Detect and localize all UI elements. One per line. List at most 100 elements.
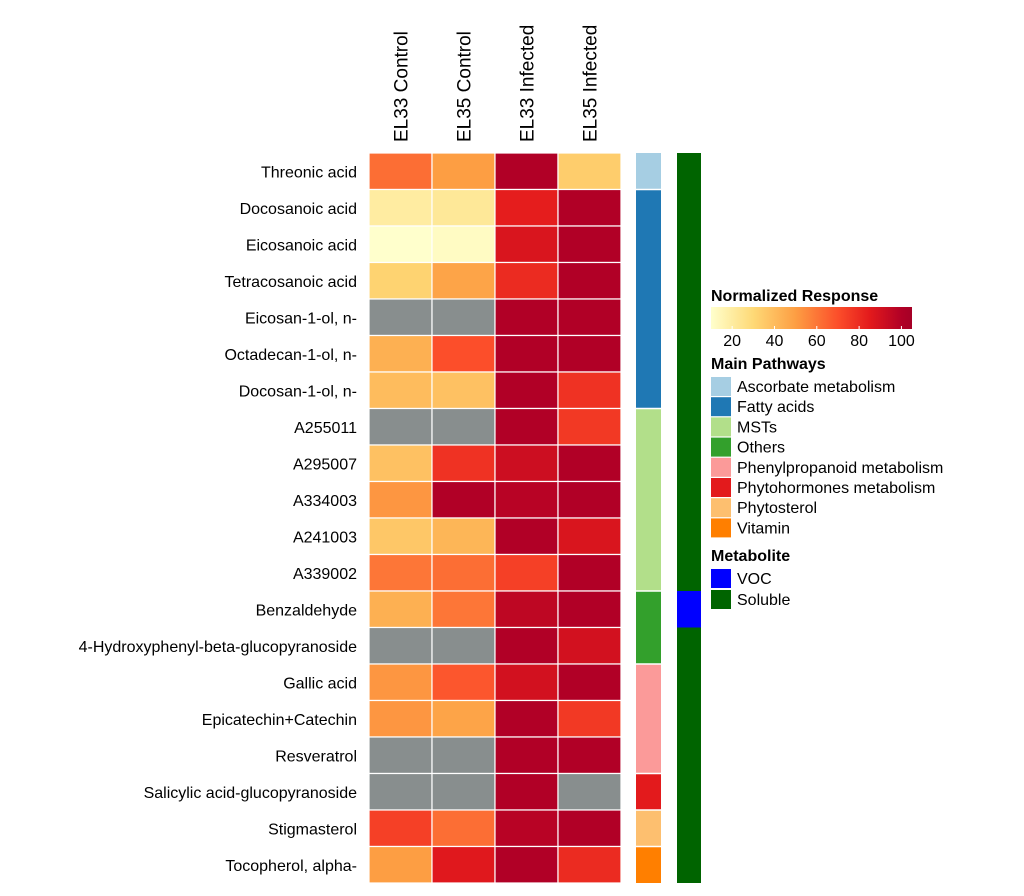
row-label: Threonic acid: [261, 164, 357, 181]
column-label: EL35 Infected: [581, 25, 602, 142]
pathway-cell: [636, 262, 661, 299]
column-label: EL33 Control: [392, 31, 413, 142]
heatmap-cell: [431, 553, 496, 592]
pathway-cell: [636, 737, 661, 774]
row-label: Docosanoic acid: [240, 201, 357, 218]
heatmap-cell: [368, 188, 433, 227]
heatmap-cell: [368, 480, 433, 519]
heatmap-cell: [368, 772, 433, 811]
heatmap-cell: [431, 699, 496, 738]
row-label: Salicylic acid-glucopyranoside: [144, 785, 358, 802]
pathway-cell: [636, 846, 661, 883]
heatmap-cell: [557, 517, 622, 556]
heatmap-cell: [368, 736, 433, 775]
pathway-legend-title: Main Pathways: [711, 356, 826, 373]
row-label: Eicosan-1-ol, n-: [245, 310, 357, 327]
metabolite-annotation-bar: [677, 153, 701, 883]
heatmap-cell: [494, 188, 559, 227]
metabolite-legend-swatch: [711, 590, 731, 609]
pathway-cell: [636, 773, 661, 810]
heatmap-cell: [494, 590, 559, 629]
heatmap-cell: [557, 626, 622, 665]
heatmap-cell: [494, 225, 559, 264]
metabolite-segment: [677, 153, 701, 591]
heatmap-cell: [368, 152, 433, 191]
colorscale-tick-label: 20: [723, 333, 741, 350]
column-label: EL33 Infected: [518, 25, 539, 142]
row-label: Resveratrol: [275, 748, 357, 765]
heatmap-cell: [557, 772, 622, 811]
heatmap-cell: [431, 845, 496, 884]
heatmap-cell: [431, 334, 496, 373]
heatmap-cell: [557, 261, 622, 300]
heatmap-cell: [557, 663, 622, 702]
pathway-cell: [636, 445, 661, 482]
heatmap-cell: [431, 663, 496, 702]
pathway-cell: [636, 700, 661, 737]
heatmap-cell: [557, 845, 622, 884]
heatmap-cell: [494, 444, 559, 483]
pathway-legend-label: Others: [737, 440, 785, 457]
metabolite-legend-swatch: [711, 569, 731, 588]
row-label: Tocopherol, alpha-: [225, 858, 357, 875]
pathway-cell: [636, 299, 661, 336]
pathway-legend-swatch: [711, 498, 731, 518]
pathway-cell: [636, 226, 661, 263]
pathway-legend-swatch: [711, 518, 731, 538]
pathway-cell: [636, 518, 661, 555]
pathway-legend-swatch: [711, 478, 731, 497]
heatmap-cell: [431, 772, 496, 811]
pathway-legend-swatch: [711, 437, 731, 457]
metabolite-segment: [677, 591, 701, 628]
heatmap-cell: [368, 371, 433, 410]
row-label: Gallic acid: [283, 675, 357, 692]
pathway-cell: [636, 408, 661, 445]
heatmap-cell: [368, 225, 433, 264]
heatmap-cell: [431, 298, 496, 337]
heatmap-cell: [494, 334, 559, 373]
pathway-legend-label: Phytosterol: [737, 500, 817, 517]
legends: Normalized Response 20 40 60 80 100 Main Pat…: [711, 288, 943, 609]
pathway-cell: [636, 810, 661, 847]
heatmap-cell: [557, 590, 622, 629]
heatmap-cell: [494, 298, 559, 337]
heatmap-cell: [557, 225, 622, 264]
heatmap-cells: [368, 152, 622, 884]
heatmap-cell: [368, 517, 433, 556]
heatmap-cell: [368, 699, 433, 738]
heatmap-cell: [431, 444, 496, 483]
heatmap-cell: [431, 261, 496, 300]
row-label: Epicatechin+Catechin: [202, 712, 357, 729]
heatmap-cell: [557, 298, 622, 337]
heatmap-cell: [494, 517, 559, 556]
pathway-legend-label: Ascorbate metabolism: [737, 379, 895, 396]
heatmap-cell: [431, 407, 496, 446]
heatmap-cell: [557, 809, 622, 848]
heatmap-cell: [368, 553, 433, 592]
pathway-cell: [636, 627, 661, 664]
metabolite-legend-items: VOC Soluble: [711, 569, 790, 609]
heatmap-cell: [368, 663, 433, 702]
heatmap-cell: [368, 590, 433, 629]
heatmap-cell: [494, 699, 559, 738]
heatmap-cell: [431, 371, 496, 410]
heatmap-cell: [368, 407, 433, 446]
heatmap-cell: [494, 553, 559, 592]
heatmap-cell: [368, 261, 433, 300]
heatmap-cell: [494, 736, 559, 775]
row-label: A255011: [294, 420, 357, 437]
metabolite-legend-label: VOC: [737, 571, 772, 588]
pathway-cell: [636, 153, 661, 190]
heatmap-cell: [494, 626, 559, 665]
heatmap-cell: [431, 480, 496, 519]
pathway-legend-label: Phytohormones metabolism: [737, 480, 935, 497]
heatmap-cell: [557, 553, 622, 592]
heatmap-cell: [557, 371, 622, 410]
heatmap-cell: [557, 699, 622, 738]
colorscale-bar: [711, 307, 912, 329]
colorscale-tick-label: 100: [888, 333, 915, 350]
pathway-legend-swatch: [711, 377, 731, 396]
row-labels: Threonic acid Docosanoic acid Eicosanoic a…: [79, 164, 357, 875]
metabolite-legend-label: Soluble: [737, 592, 790, 609]
metabolite-legend-title: Metabolite: [711, 548, 790, 565]
